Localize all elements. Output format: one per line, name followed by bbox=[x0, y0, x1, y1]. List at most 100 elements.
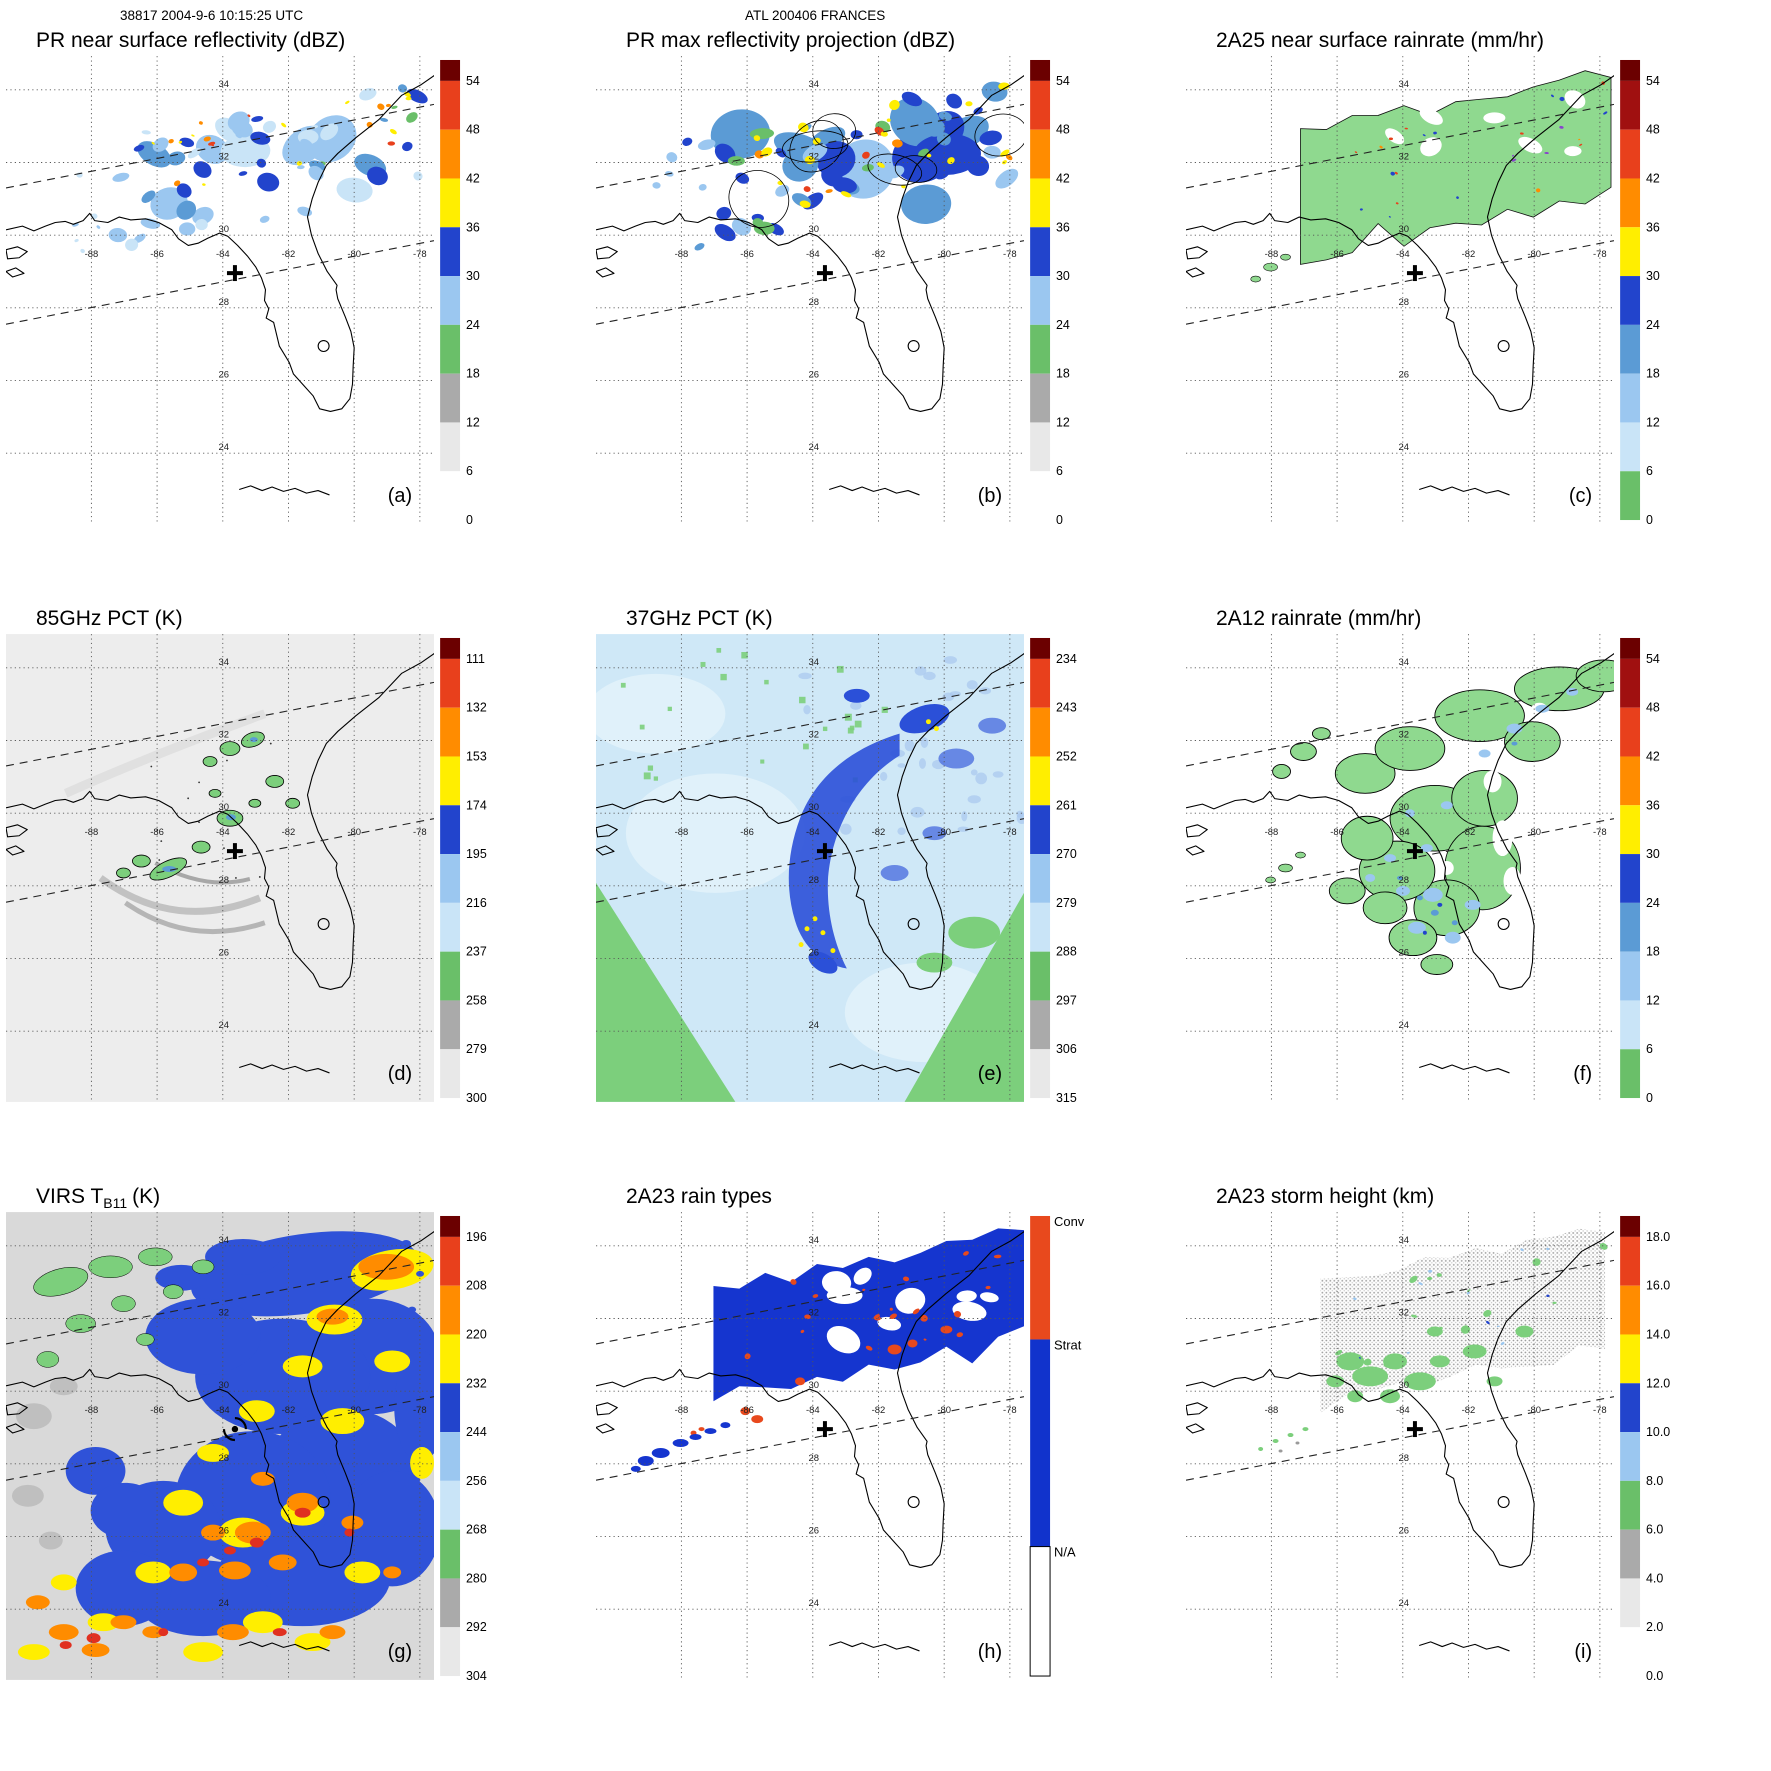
colorbar-b: 54 48 42 36 30 24 18 12 6 0 bbox=[1030, 59, 1070, 527]
lon-label: -78 bbox=[413, 249, 427, 260]
lon-label: -84 bbox=[806, 1405, 820, 1416]
colorbar-segment bbox=[1030, 178, 1051, 228]
colorbar-segment bbox=[1030, 471, 1051, 521]
colorbar-segment bbox=[1030, 658, 1051, 708]
colorbar-tick: 24 bbox=[1646, 896, 1660, 910]
panel-title-f: 2A12 rainrate (mm/hr) bbox=[1180, 604, 1770, 634]
colorbar-segment bbox=[1620, 178, 1641, 228]
colorbar-tick: 54 bbox=[1646, 652, 1660, 666]
colorbar-segment bbox=[440, 1334, 461, 1384]
lat-label: 28 bbox=[1398, 1453, 1409, 1464]
lat-label: 28 bbox=[218, 875, 229, 886]
colorbar-tick: 237 bbox=[466, 945, 487, 959]
colorbar-segment bbox=[1620, 129, 1641, 179]
colorbar-tick: 12 bbox=[1646, 415, 1660, 429]
lon-label: -80 bbox=[347, 827, 361, 838]
colorbar-tick: 315 bbox=[1056, 1091, 1077, 1105]
colorbar-segment bbox=[1620, 373, 1641, 423]
colorbar-cap bbox=[1620, 637, 1641, 659]
latlon-grid bbox=[596, 56, 1024, 524]
colorbar-tick: 14.0 bbox=[1646, 1327, 1670, 1341]
data-layer bbox=[6, 634, 434, 1102]
colorbar-segment bbox=[1620, 658, 1641, 708]
panel-letter: (f) bbox=[1573, 1063, 1592, 1085]
colorbar-tick: 16.0 bbox=[1646, 1279, 1670, 1293]
colorbar-segment bbox=[1620, 1480, 1641, 1530]
panel-f: 2A12 rainrate (mm/hr) -88 -86 -84 -82 -80 -78 3… bbox=[1180, 604, 1770, 1182]
colorbar-segment bbox=[1620, 227, 1641, 277]
colorbar-segment bbox=[1030, 902, 1051, 952]
colorbar-tick: 48 bbox=[466, 123, 480, 137]
lat-label: 34 bbox=[808, 657, 819, 668]
colorbar-tick: 270 bbox=[1056, 847, 1077, 861]
lat-label: 30 bbox=[218, 802, 229, 813]
lon-label: -78 bbox=[1003, 249, 1017, 260]
colorbar-tick: 306 bbox=[1056, 1042, 1077, 1056]
swath-edge-lines bbox=[6, 1259, 434, 1481]
colorbar-cap bbox=[1030, 59, 1051, 81]
lat-label: 30 bbox=[1398, 802, 1409, 813]
colorbar-cap bbox=[1620, 59, 1641, 81]
lat-label: 24 bbox=[808, 1020, 819, 1031]
colorbar-segment bbox=[440, 1627, 461, 1677]
rain-type-label: Conv bbox=[1054, 1214, 1085, 1229]
geo-labels: -88 -86 -84 -82 -80 -78 34 32 30 28 26 24 bbox=[675, 1235, 1017, 1609]
lake-okeechobee-outline bbox=[317, 1496, 330, 1509]
lon-label: -84 bbox=[216, 249, 230, 260]
panel-body-d: -88 -86 -84 -82 -80 -78 34 32 30 28 26 24 (d) 111 132 1… bbox=[0, 634, 590, 1106]
colorbar-tick: 261 bbox=[1056, 798, 1077, 812]
colorbar-segment bbox=[440, 1236, 461, 1286]
colorbar-tick: 18 bbox=[466, 367, 480, 381]
panel-title-i: 2A23 storm height (km) bbox=[1180, 1182, 1770, 1212]
swath-edge-lines bbox=[1186, 1259, 1614, 1481]
lat-label: 30 bbox=[1398, 224, 1409, 235]
colorbar-segment bbox=[1620, 276, 1641, 325]
lat-label: 24 bbox=[1398, 1020, 1409, 1031]
colorbar-segment bbox=[1620, 422, 1641, 472]
colorbar-tick: 36 bbox=[1646, 798, 1660, 812]
panel-title-h: 2A23 rain types bbox=[590, 1182, 1180, 1212]
latlon-grid bbox=[596, 1212, 1024, 1680]
cyclone-center-symbol bbox=[222, 1417, 247, 1442]
colorbar-tick: 196 bbox=[466, 1230, 487, 1244]
lat-label: 32 bbox=[218, 730, 229, 741]
lat-label: 26 bbox=[218, 947, 229, 958]
lon-label: -88 bbox=[85, 1405, 99, 1416]
geo-labels: -88 -86 -84 -82 -80 -78 34 32 30 28 26 24 bbox=[675, 79, 1017, 453]
lon-label: -80 bbox=[347, 1405, 361, 1416]
panel-title-e: 37GHz PCT (K) bbox=[590, 604, 1180, 634]
colorbar-g: 196 208 220 232 244 256 268 280 292 304 bbox=[440, 1215, 487, 1683]
lon-label: -88 bbox=[85, 249, 99, 260]
colorbar-segment bbox=[1030, 951, 1051, 1001]
colorbar-segment bbox=[1620, 1627, 1641, 1677]
data-layer bbox=[1258, 1228, 1608, 1453]
lon-label: -86 bbox=[150, 1405, 164, 1416]
panel-title-a: PR near surface reflectivity (dBZ) bbox=[0, 26, 590, 56]
overpass-timestamp: 38817 2004-9-6 10:15:25 UTC bbox=[120, 8, 304, 23]
lon-label: -80 bbox=[1527, 1405, 1541, 1416]
storm-center-plus-marker bbox=[226, 265, 243, 282]
lat-label: 28 bbox=[218, 1453, 229, 1464]
lat-label: 24 bbox=[218, 442, 229, 453]
lon-label: -88 bbox=[675, 1405, 689, 1416]
lon-label: -86 bbox=[740, 1405, 754, 1416]
lon-label: -78 bbox=[413, 1405, 427, 1416]
lon-label: -86 bbox=[150, 249, 164, 260]
coastline bbox=[6, 1231, 434, 1652]
map-panel-d: -88 -86 -84 -82 -80 -78 34 32 30 28 26 24 (d) bbox=[6, 634, 434, 1102]
lon-label: -78 bbox=[1593, 249, 1607, 260]
panel-body-i: -88 -86 -84 -82 -80 -78 34 32 30 28 26 24 (i) 18.0 16.… bbox=[1180, 1212, 1770, 1684]
lat-label: 28 bbox=[1398, 297, 1409, 308]
colorbar-segment bbox=[1620, 80, 1641, 130]
swath-edge-lines bbox=[596, 681, 1024, 903]
colorbar-segment bbox=[440, 1049, 461, 1099]
lon-label: -86 bbox=[1330, 1405, 1344, 1416]
lon-label: -82 bbox=[282, 827, 296, 838]
colorbar-segment bbox=[1620, 1334, 1641, 1384]
data-layer bbox=[596, 634, 1024, 1102]
lat-label: 26 bbox=[218, 1525, 229, 1536]
colorbar-cap bbox=[440, 1215, 461, 1237]
colorbar-wrap-d: 111 132 153 174 195 216 237 258 279 300 bbox=[438, 634, 502, 1106]
colorbar-tick: 18.0 bbox=[1646, 1230, 1670, 1244]
colorbar-tick: 252 bbox=[1056, 749, 1077, 763]
